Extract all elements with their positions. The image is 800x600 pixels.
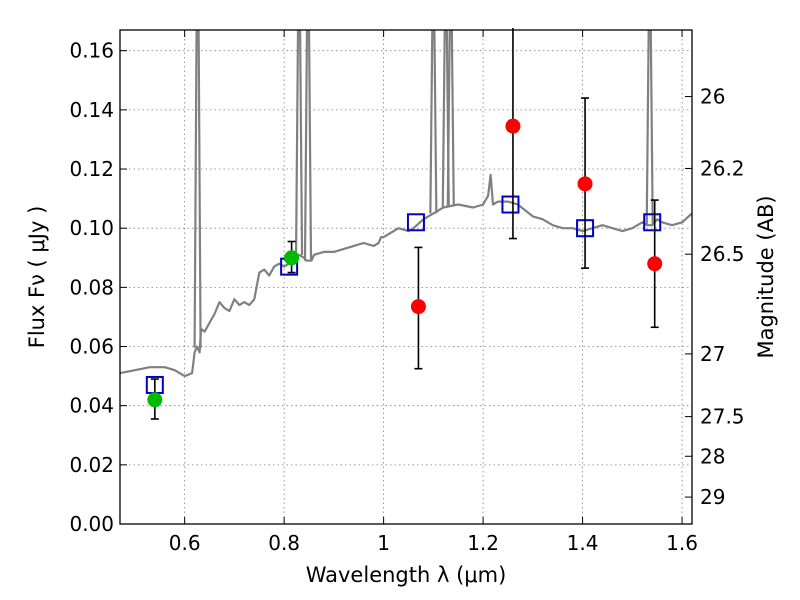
x-axis-title: Wavelength λ (μm) [306, 563, 507, 587]
measurements-point [410, 299, 426, 315]
x-tick-label: 1.2 [467, 531, 499, 555]
measurements-point [505, 118, 521, 134]
right-tick-label: 26 [700, 85, 725, 109]
model-square-marker [643, 213, 662, 232]
measurements-point [647, 256, 663, 272]
right-tick-label: 27 [700, 342, 725, 366]
detections-point [147, 392, 163, 408]
emission-spike [645, 30, 654, 226]
y-axis-title: Flux Fν ( μJy ) [25, 206, 49, 349]
emission-spike [193, 30, 202, 348]
x-tick-label: 0.6 [169, 531, 201, 555]
right-tick-label: 26.2 [700, 156, 745, 180]
y-tick-label: 0.14 [69, 98, 114, 122]
right-axis-title: Magnitude (AB) [754, 195, 778, 358]
y-tick-label: 0.10 [69, 216, 114, 240]
emission-spike [429, 30, 438, 214]
model-square-marker [406, 213, 425, 232]
ticks [120, 30, 692, 525]
x-tick-label: 1.6 [666, 531, 698, 555]
right-tick-label: 26.5 [700, 242, 745, 266]
error-bars [147, 28, 663, 420]
y-tick-label: 0.00 [69, 512, 114, 536]
grid [120, 30, 692, 525]
right-tick-label: 28 [700, 444, 725, 468]
y-tick-label: 0.06 [69, 335, 114, 359]
detections-point [284, 250, 300, 266]
emission-spike [446, 30, 455, 207]
x-tick-label: 0.8 [268, 531, 300, 555]
x-tick-label: 1.4 [567, 531, 599, 555]
measurements-point [577, 176, 593, 192]
spectrum-line [120, 173, 692, 378]
plot-frame [119, 29, 693, 525]
y-tick-label: 0.08 [69, 275, 114, 299]
y-tick-label: 0.02 [69, 453, 114, 477]
x-tick-label: 1 [377, 531, 390, 555]
emission-spike [294, 30, 304, 255]
model-square-marker [501, 195, 520, 214]
y-tick-label: 0.04 [69, 394, 114, 418]
tick-labels: 0.6 0.8 1 1.2 1.4 1.6 0.00 0.02 0.04 0.06 0.08 0.10… [69, 39, 744, 555]
right-tick-label: 27.5 [700, 405, 745, 429]
y-tick-label: 0.12 [69, 157, 114, 181]
y-tick-label: 0.16 [69, 39, 114, 63]
plot-area [120, 30, 692, 394]
right-tick-label: 29 [700, 485, 725, 509]
emission-spike [303, 30, 313, 261]
